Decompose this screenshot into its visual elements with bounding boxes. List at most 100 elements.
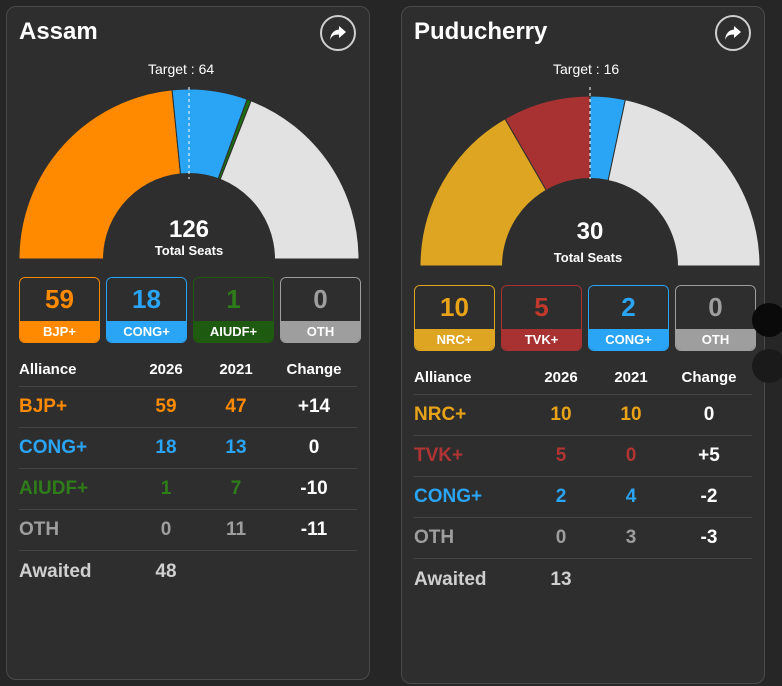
row-2021: 7 bbox=[230, 478, 242, 499]
awaited-label: Awaited bbox=[19, 560, 92, 582]
row-2026: 18 bbox=[155, 437, 177, 458]
results-table: Alliance 2026 2021 Change NRC+ 10 10 0 T… bbox=[414, 361, 752, 600]
row-2021: 13 bbox=[225, 437, 247, 458]
party-box-value: 1 bbox=[194, 278, 273, 321]
party-box-value: 2 bbox=[589, 286, 668, 329]
row-2021: 47 bbox=[225, 396, 247, 417]
share-button[interactable] bbox=[320, 15, 356, 51]
awaited-value: 48 bbox=[155, 560, 177, 582]
row-2026: 0 bbox=[555, 527, 567, 548]
share-arrow-icon bbox=[725, 26, 741, 40]
row-2021: 0 bbox=[625, 445, 637, 466]
share-arrow-icon bbox=[330, 26, 346, 40]
target-label: Target : 16 bbox=[553, 61, 620, 77]
results-table: Alliance 2026 2021 Change BJP+ 59 47 +14… bbox=[19, 353, 357, 592]
row-alliance: CONG+ bbox=[19, 437, 88, 458]
row-2026: 2 bbox=[555, 486, 567, 507]
table-row: OTH 0 3 -3 bbox=[414, 518, 752, 559]
table-header: Alliance 2026 2021 Change bbox=[414, 361, 752, 395]
table-header: Alliance 2026 2021 Change bbox=[19, 353, 357, 387]
total-seats-value: 126 bbox=[169, 216, 209, 243]
row-change: +5 bbox=[698, 445, 720, 466]
row-alliance: OTH bbox=[414, 527, 455, 548]
party-box-cong[interactable]: 2 CONG+ bbox=[588, 285, 669, 351]
awaited-value: 13 bbox=[550, 568, 572, 590]
party-box-oth[interactable]: 0 OTH bbox=[280, 277, 361, 343]
party-box-label: CONG+ bbox=[589, 329, 668, 350]
header-2026: 2026 bbox=[149, 361, 183, 378]
header-alliance: Alliance bbox=[19, 361, 77, 378]
row-2021: 4 bbox=[625, 486, 637, 507]
party-box-value: 5 bbox=[502, 286, 581, 329]
state-card-assam: Assam Target : 64 126 Total Seats 59 BJP… bbox=[6, 6, 370, 680]
party-box-label: AIUDF+ bbox=[194, 321, 273, 342]
party-box-aiudf[interactable]: 1 AIUDF+ bbox=[193, 277, 274, 343]
row-change: +14 bbox=[297, 396, 331, 417]
row-change: 0 bbox=[703, 404, 715, 425]
seat-gauge: 126 Total Seats bbox=[18, 87, 360, 345]
header-change: Change bbox=[681, 369, 737, 386]
awaited-row: Awaited 48 bbox=[19, 551, 357, 592]
total-seats-value: 30 bbox=[577, 218, 604, 245]
table-row: NRC+ 10 10 0 bbox=[414, 395, 752, 436]
party-box-value: 0 bbox=[281, 278, 360, 321]
party-box-cong[interactable]: 18 CONG+ bbox=[106, 277, 187, 343]
party-box-label: NRC+ bbox=[415, 329, 494, 350]
row-2021: 11 bbox=[225, 519, 247, 540]
target-label: Target : 64 bbox=[148, 61, 215, 77]
party-box-oth[interactable]: 0 OTH bbox=[675, 285, 756, 351]
table-row: TVK+ 5 0 +5 bbox=[414, 436, 752, 477]
header-2026: 2026 bbox=[544, 369, 578, 386]
party-box-label: CONG+ bbox=[107, 321, 186, 342]
awaited-row: Awaited 13 bbox=[414, 559, 752, 600]
awaited-label: Awaited bbox=[414, 568, 487, 590]
row-change: -11 bbox=[300, 519, 328, 540]
party-box-value: 0 bbox=[676, 286, 755, 329]
row-alliance: TVK+ bbox=[414, 445, 464, 466]
row-change: -10 bbox=[300, 478, 328, 499]
state-card-puducherry: Puducherry Target : 16 30 Total Seats 10… bbox=[401, 6, 782, 684]
table-row: OTH 0 11 -11 bbox=[19, 510, 357, 551]
state-title: Assam bbox=[19, 18, 98, 45]
party-box-nrc[interactable]: 10 NRC+ bbox=[414, 285, 495, 351]
row-alliance: NRC+ bbox=[414, 404, 467, 425]
header-2021: 2021 bbox=[219, 361, 253, 378]
party-box-bjp[interactable]: 59 BJP+ bbox=[19, 277, 100, 343]
row-alliance: OTH bbox=[19, 519, 60, 540]
party-box-label: OTH bbox=[676, 329, 755, 350]
row-alliance: CONG+ bbox=[414, 486, 483, 507]
row-change: 0 bbox=[308, 437, 320, 458]
table-row: BJP+ 59 47 +14 bbox=[19, 387, 357, 428]
party-boxes: 59 BJP+ 18 CONG+ 1 AIUDF+ 0 OTH bbox=[19, 277, 361, 343]
header-alliance: Alliance bbox=[414, 369, 472, 386]
party-box-tvk[interactable]: 5 TVK+ bbox=[501, 285, 582, 351]
state-title: Puducherry bbox=[414, 18, 548, 45]
row-2026: 10 bbox=[550, 404, 572, 425]
row-2026: 0 bbox=[160, 519, 172, 540]
row-alliance: AIUDF+ bbox=[19, 478, 89, 499]
carousel-dot[interactable] bbox=[752, 349, 782, 383]
share-button[interactable] bbox=[715, 15, 751, 51]
row-2026: 1 bbox=[160, 478, 172, 499]
party-boxes: 10 NRC+ 5 TVK+ 2 CONG+ 0 OTH bbox=[414, 285, 756, 351]
party-box-value: 59 bbox=[20, 278, 99, 321]
row-change: -3 bbox=[700, 527, 718, 548]
party-box-value: 18 bbox=[107, 278, 186, 321]
table-row: CONG+ 2 4 -2 bbox=[414, 477, 752, 518]
row-2021: 10 bbox=[620, 404, 642, 425]
party-box-value: 10 bbox=[415, 286, 494, 329]
row-2026: 5 bbox=[555, 445, 567, 466]
party-box-label: BJP+ bbox=[20, 321, 99, 342]
table-row: CONG+ 18 13 0 bbox=[19, 428, 357, 469]
row-alliance: BJP+ bbox=[19, 396, 68, 417]
table-row: AIUDF+ 1 7 -10 bbox=[19, 469, 357, 510]
total-seats-label: Total Seats bbox=[155, 243, 223, 258]
header-2021: 2021 bbox=[614, 369, 648, 386]
row-2021: 3 bbox=[625, 527, 637, 548]
seat-gauge: 30 Total Seats bbox=[419, 87, 761, 354]
total-seats-label: Total Seats bbox=[554, 250, 622, 265]
header-change: Change bbox=[286, 361, 342, 378]
row-2026: 59 bbox=[155, 396, 177, 417]
carousel-next-button[interactable] bbox=[752, 303, 782, 337]
party-box-label: TVK+ bbox=[502, 329, 581, 350]
